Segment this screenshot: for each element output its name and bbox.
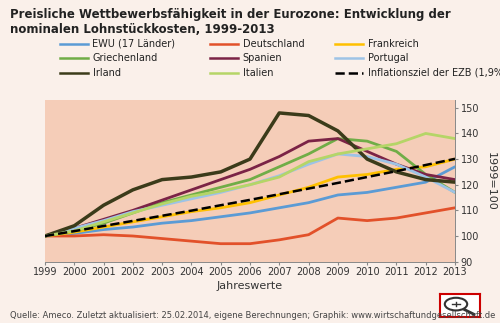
Text: Portugal: Portugal <box>368 53 408 63</box>
Y-axis label: 1999=100: 1999=100 <box>486 151 496 210</box>
X-axis label: Jahreswerte: Jahreswerte <box>217 281 283 291</box>
Text: Inflationsziel der EZB (1,9%): Inflationsziel der EZB (1,9%) <box>368 68 500 78</box>
Text: Griechenland: Griechenland <box>92 53 158 63</box>
Text: Preisliche Wettbewerbsfähigkeit in der Eurozone: Entwicklung der nominalen Lohns: Preisliche Wettbewerbsfähigkeit in der E… <box>10 8 451 36</box>
Text: EWU (17 Länder): EWU (17 Länder) <box>92 39 176 48</box>
Text: Italien: Italien <box>242 68 273 78</box>
Text: Spanien: Spanien <box>242 53 282 63</box>
Text: Deutschland: Deutschland <box>242 39 304 48</box>
Text: Frankreich: Frankreich <box>368 39 418 48</box>
Text: Quelle: Ameco. Zuletzt aktualisiert: 25.02.2014, eigene Berechnungen; Graphik: w: Quelle: Ameco. Zuletzt aktualisiert: 25.… <box>10 311 496 320</box>
Text: Irland: Irland <box>92 68 120 78</box>
